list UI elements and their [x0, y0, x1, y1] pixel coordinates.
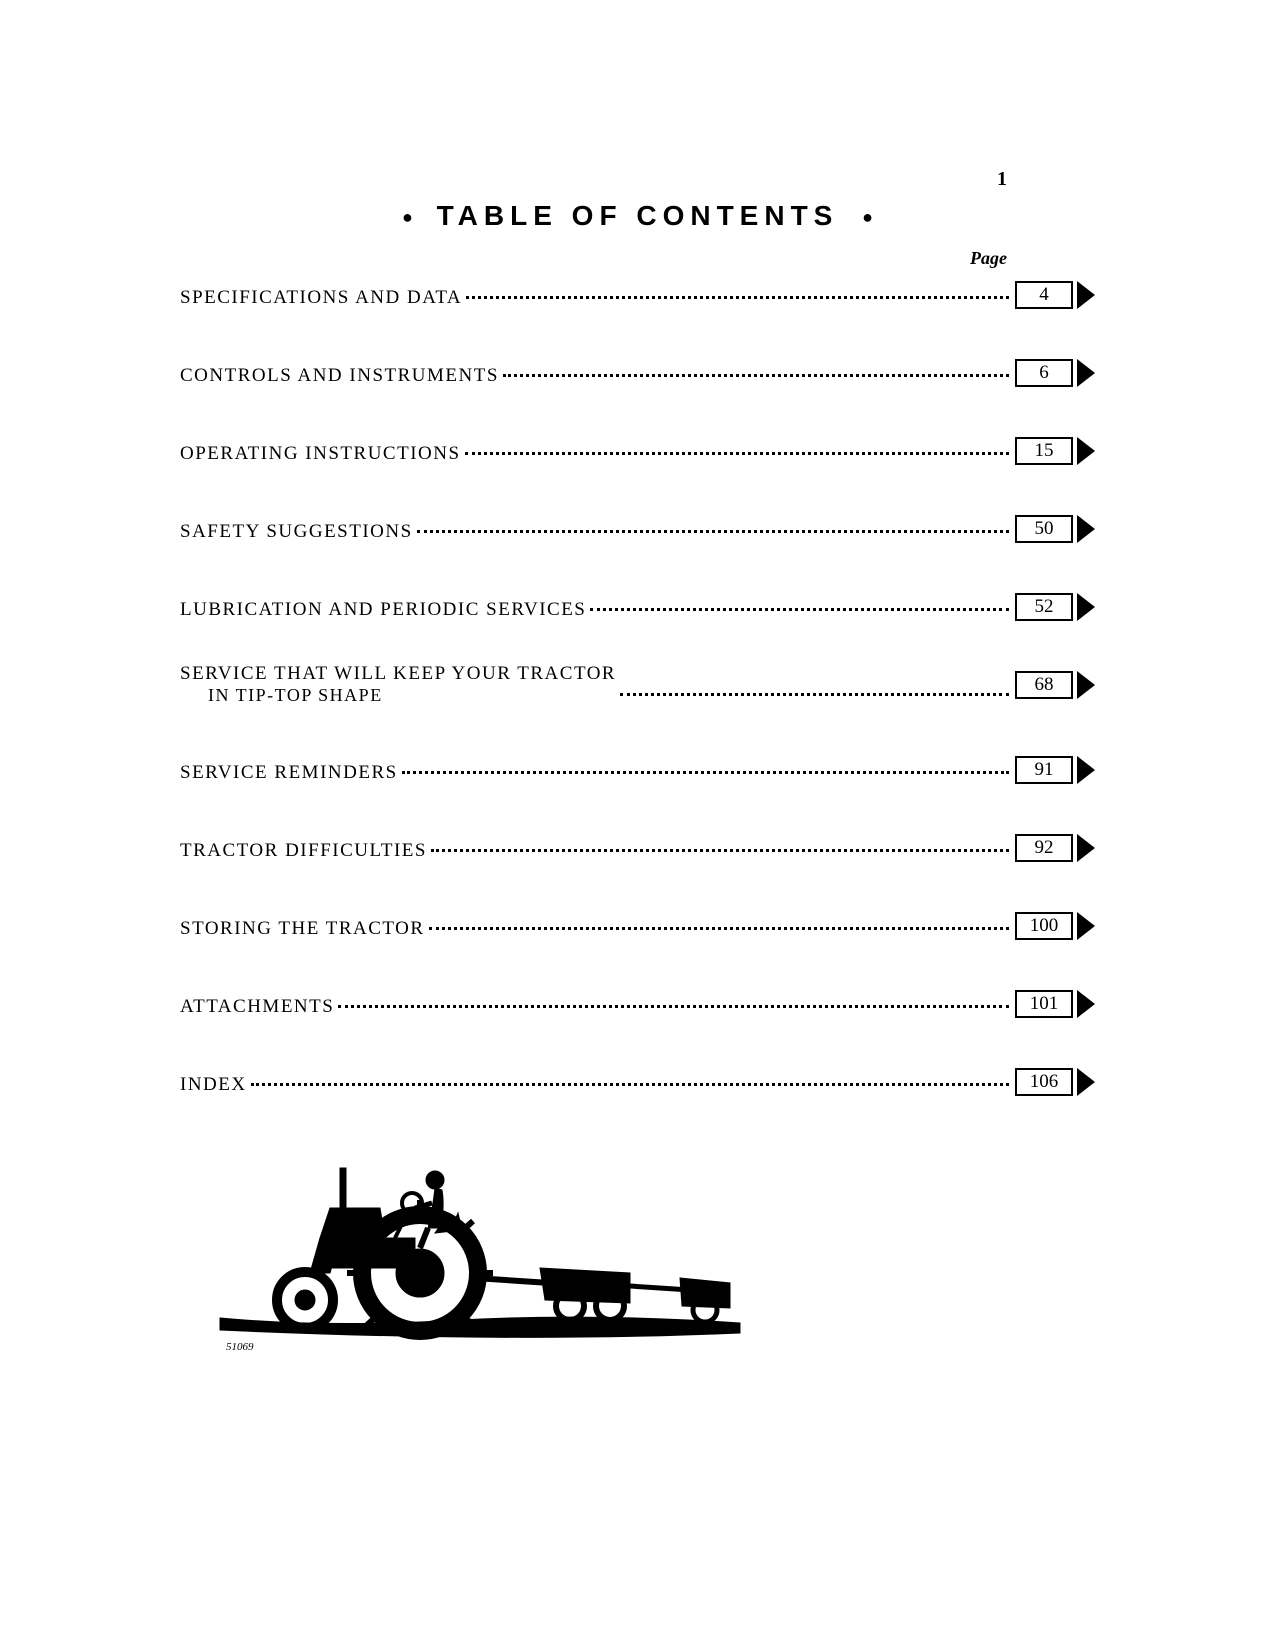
- toc-row: CONTROLS AND INSTRUMENTS 6: [180, 351, 1095, 387]
- page-box: 4: [1015, 281, 1073, 309]
- toc-entry-label: SERVICE THAT WILL KEEP YOUR TRACTOR: [180, 663, 616, 685]
- leader-dots: [503, 373, 1009, 377]
- page-tab: 100: [1015, 912, 1095, 940]
- arrow-right-icon: [1077, 756, 1095, 784]
- page-tab: 4: [1015, 281, 1095, 309]
- toc-entry-label: OPERATING INSTRUCTIONS: [180, 443, 461, 465]
- page-column-label: Page: [0, 248, 1007, 269]
- tractor-icon: [210, 1118, 750, 1348]
- toc-entry-label: CONTROLS AND INSTRUMENTS: [180, 365, 499, 387]
- page: 1 ● TABLE OF CONTENTS ● Page SPECIFICATI…: [0, 0, 1275, 1650]
- leader-dots: [429, 926, 1009, 930]
- leader-dots: [251, 1082, 1009, 1086]
- arrow-right-icon: [1077, 834, 1095, 862]
- arrow-right-icon: [1077, 1068, 1095, 1096]
- page-box: 6: [1015, 359, 1073, 387]
- leader-dots: [466, 295, 1009, 299]
- leader-dots: [338, 1004, 1009, 1008]
- page-tab: 15: [1015, 437, 1095, 465]
- toc-row: OPERATING INSTRUCTIONS 15: [180, 429, 1095, 465]
- toc-entry-multiline: SERVICE THAT WILL KEEP YOUR TRACTOR IN T…: [180, 663, 616, 706]
- toc-row: SERVICE THAT WILL KEEP YOUR TRACTOR IN T…: [180, 663, 1095, 706]
- bullet-icon: ●: [402, 207, 413, 227]
- toc-entry-label: SPECIFICATIONS AND DATA: [180, 287, 462, 309]
- page-tab: 6: [1015, 359, 1095, 387]
- toc-row: TRACTOR DIFFICULTIES 92: [180, 826, 1095, 862]
- toc-entry-label: LUBRICATION AND PERIODIC SERVICES: [180, 599, 586, 621]
- toc-title-text: TABLE OF CONTENTS: [437, 200, 839, 231]
- page-tab: 68: [1015, 671, 1095, 699]
- toc-entry-label: TRACTOR DIFFICULTIES: [180, 840, 427, 862]
- page-tab: 92: [1015, 834, 1095, 862]
- toc-entry-label: SAFETY SUGGESTIONS: [180, 521, 413, 543]
- toc-list: SPECIFICATIONS AND DATA 4 CONTROLS AND I…: [180, 273, 1095, 1096]
- arrow-right-icon: [1077, 671, 1095, 699]
- toc-row: SPECIFICATIONS AND DATA 4: [180, 273, 1095, 309]
- page-tab: 106: [1015, 1068, 1095, 1096]
- page-box: 50: [1015, 515, 1073, 543]
- page-tab: 101: [1015, 990, 1095, 1018]
- page-box: 15: [1015, 437, 1073, 465]
- page-box: 106: [1015, 1068, 1073, 1096]
- page-box: 101: [1015, 990, 1073, 1018]
- toc-entry-label: INDEX: [180, 1074, 247, 1096]
- page-tab: 91: [1015, 756, 1095, 784]
- toc-entry-sublabel: IN TIP-TOP SHAPE: [180, 685, 383, 706]
- leader-dots: [402, 770, 1009, 774]
- leader-dots: [465, 451, 1009, 455]
- leader-dots: [590, 607, 1009, 611]
- toc-title: ● TABLE OF CONTENTS ●: [0, 200, 1275, 232]
- toc-entry-label: STORING THE TRACTOR: [180, 918, 425, 940]
- toc-entry-label: ATTACHMENTS: [180, 996, 334, 1018]
- leader-dots: [620, 692, 1009, 696]
- leader-dots: [417, 529, 1009, 533]
- toc-row: SAFETY SUGGESTIONS 50: [180, 507, 1095, 543]
- toc-row: LUBRICATION AND PERIODIC SERVICES 52: [180, 585, 1095, 621]
- page-box: 92: [1015, 834, 1073, 862]
- tractor-illustration: 51069: [210, 1118, 1275, 1353]
- toc-entry-label: SERVICE REMINDERS: [180, 762, 398, 784]
- arrow-right-icon: [1077, 359, 1095, 387]
- toc-row: INDEX 106: [180, 1060, 1095, 1096]
- arrow-right-icon: [1077, 281, 1095, 309]
- arrow-right-icon: [1077, 990, 1095, 1018]
- toc-row: STORING THE TRACTOR 100: [180, 904, 1095, 940]
- page-tab: 52: [1015, 593, 1095, 621]
- leader-dots: [431, 848, 1009, 852]
- toc-row: ATTACHMENTS 101: [180, 982, 1095, 1018]
- toc-row: SERVICE REMINDERS 91: [180, 748, 1095, 784]
- arrow-right-icon: [1077, 437, 1095, 465]
- page-box: 100: [1015, 912, 1073, 940]
- page-box: 68: [1015, 671, 1073, 699]
- arrow-right-icon: [1077, 515, 1095, 543]
- page-number: 1: [997, 168, 1007, 191]
- page-tab: 50: [1015, 515, 1095, 543]
- arrow-right-icon: [1077, 593, 1095, 621]
- arrow-right-icon: [1077, 912, 1095, 940]
- page-box: 52: [1015, 593, 1073, 621]
- page-box: 91: [1015, 756, 1073, 784]
- bullet-icon: ●: [862, 207, 873, 227]
